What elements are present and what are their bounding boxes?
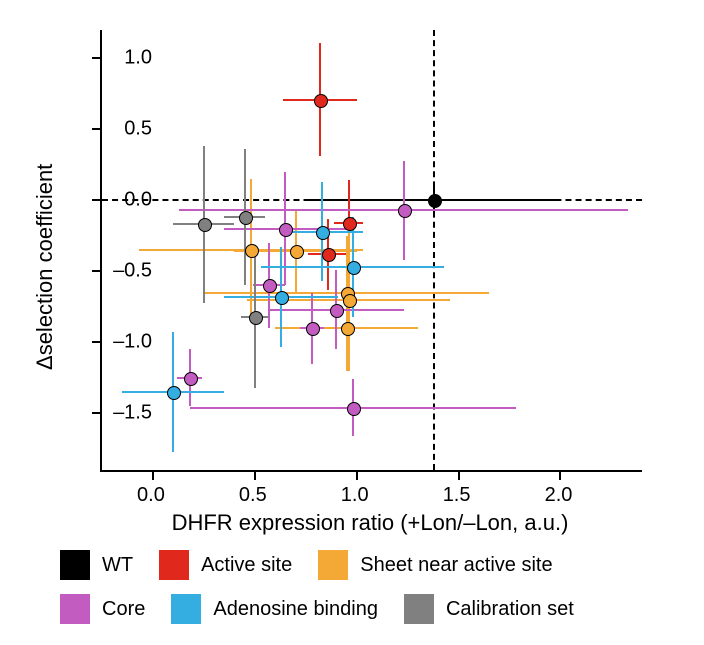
x-tick xyxy=(356,470,358,480)
data-point xyxy=(347,402,361,416)
data-point xyxy=(249,311,263,325)
data-point xyxy=(398,204,412,218)
data-point xyxy=(322,248,336,262)
legend-label: WT xyxy=(102,554,133,577)
legend-label: Sheet near active site xyxy=(360,554,552,577)
x-tick xyxy=(152,470,154,480)
y-tick xyxy=(92,270,102,272)
x-tick xyxy=(458,470,460,480)
y-tick xyxy=(92,341,102,343)
legend-item: Active site xyxy=(159,550,292,580)
y-tick xyxy=(92,57,102,59)
data-point xyxy=(428,194,442,208)
legend-item: Core xyxy=(60,594,145,624)
y-tick-label: –1.5 xyxy=(113,402,152,425)
y-tick-label: –0.5 xyxy=(113,260,152,283)
legend-item: WT xyxy=(60,550,133,580)
data-point xyxy=(275,291,289,305)
data-point xyxy=(316,226,330,240)
legend-label: Core xyxy=(102,598,145,621)
chart-container: { "chart": { "type": "scatter", "backgro… xyxy=(0,0,704,645)
legend-label: Adenosine binding xyxy=(213,598,378,621)
x-tick-label: 0.0 xyxy=(137,484,165,507)
data-point xyxy=(330,304,344,318)
legend-swatch xyxy=(171,594,201,624)
guide-line-x xyxy=(433,30,435,470)
data-point xyxy=(245,244,259,258)
legend-swatch xyxy=(60,550,90,580)
x-tick-label: 1.0 xyxy=(341,484,369,507)
x-tick-label: 0.5 xyxy=(239,484,267,507)
x-tick-label: 1.5 xyxy=(443,484,471,507)
y-tick xyxy=(92,128,102,130)
y-tick-label: 1.0 xyxy=(124,47,152,70)
data-point xyxy=(343,294,357,308)
legend-item: Sheet near active site xyxy=(318,550,552,580)
y-tick xyxy=(92,199,102,201)
y-tick-label: –1.0 xyxy=(113,331,152,354)
data-point xyxy=(279,223,293,237)
legend-swatch xyxy=(60,594,90,624)
legend: WT Active site Sheet near active site Core A… xyxy=(60,550,660,638)
x-tick xyxy=(254,470,256,480)
data-point xyxy=(184,372,198,386)
data-point xyxy=(167,386,181,400)
data-point xyxy=(198,218,212,232)
legend-item: Adenosine binding xyxy=(171,594,378,624)
data-point xyxy=(290,245,304,259)
legend-label: Calibration set xyxy=(446,598,574,621)
legend-swatch xyxy=(159,550,189,580)
legend-item: Calibration set xyxy=(404,594,574,624)
y-axis-title: Δselection coefficient xyxy=(32,164,58,370)
data-point xyxy=(306,322,320,336)
data-point xyxy=(347,261,361,275)
y-tick-label: 0.5 xyxy=(124,118,152,141)
legend-label: Active site xyxy=(201,554,292,577)
data-point xyxy=(239,211,253,225)
y-tick-label: 0.0 xyxy=(124,189,152,212)
x-tick xyxy=(559,470,561,480)
x-axis-title: DHFR expression ratio (+Lon/–Lon, a.u.) xyxy=(100,510,640,536)
legend-swatch xyxy=(404,594,434,624)
y-tick xyxy=(92,412,102,414)
data-point xyxy=(341,322,355,336)
data-point xyxy=(343,217,357,231)
data-point xyxy=(314,94,328,108)
x-tick-label: 2.0 xyxy=(545,484,573,507)
plot-area xyxy=(100,30,642,472)
legend-swatch xyxy=(318,550,348,580)
